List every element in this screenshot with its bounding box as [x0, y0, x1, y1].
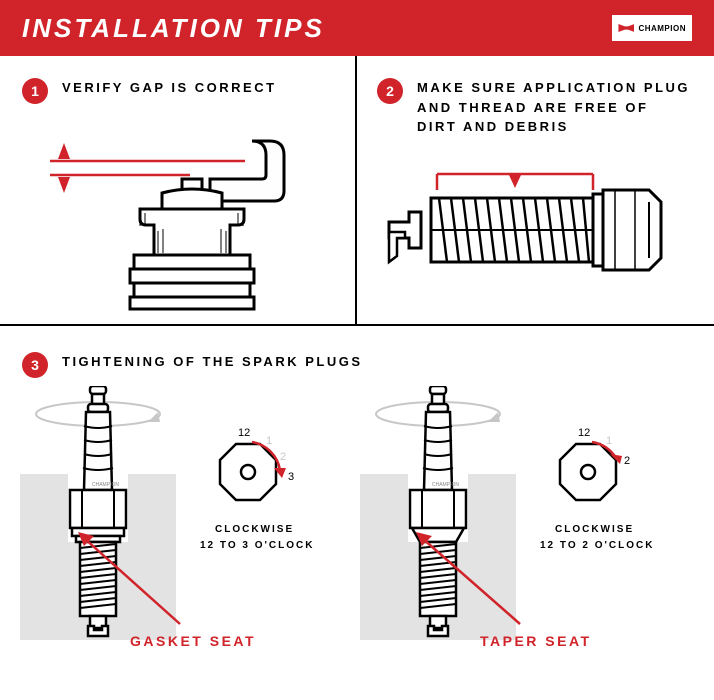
step3-circle: 3 — [22, 352, 48, 378]
clock-a-line1: CLOCKWISE — [215, 524, 294, 535]
svg-text:12: 12 — [238, 427, 250, 439]
header-title: INSTALLATION TIPS — [22, 13, 325, 44]
thread-diagram — [387, 156, 687, 306]
svg-text:1: 1 — [266, 435, 272, 447]
step2-text: MAKE SURE APPLICATION PLUG AND THREAD AR… — [417, 78, 694, 137]
clock-b-line1: CLOCKWISE — [555, 524, 634, 535]
svg-text:2: 2 — [280, 451, 286, 463]
svg-text:1: 1 — [606, 435, 612, 447]
header-bar: INSTALLATION TIPS CHAMPION — [0, 0, 714, 56]
svg-text:3: 3 — [288, 471, 294, 483]
panel-step-1: 1 VERIFY GAP IS CORRECT — [0, 56, 357, 324]
brand-bowtie-icon — [618, 24, 634, 32]
step2-circle: 2 — [377, 78, 403, 104]
panel-step-2: 2 MAKE SURE APPLICATION PLUG AND THREAD … — [357, 56, 714, 324]
svg-text:12: 12 — [578, 427, 590, 439]
top-row: 1 VERIFY GAP IS CORRECT — [0, 56, 714, 326]
gasket-seat-label: GASKET SEAT — [130, 633, 256, 649]
svg-text:CHAMPION: CHAMPION — [432, 482, 459, 488]
step1-head: 1 VERIFY GAP IS CORRECT — [22, 78, 333, 104]
gasket-seat-plug: CHAMPION GASKET SEAT — [20, 386, 350, 686]
gap-diagram — [30, 131, 330, 311]
step3-text: TIGHTENING OF THE SPARK PLUGS — [62, 352, 363, 372]
step3-head: 3 TIGHTENING OF THE SPARK PLUGS — [22, 352, 692, 378]
clock-b-line2: 12 TO 2 O'CLOCK — [540, 540, 654, 551]
svg-text:CHAMPION: CHAMPION — [92, 482, 119, 488]
step1-text: VERIFY GAP IS CORRECT — [62, 78, 277, 98]
clock-a-line2: 12 TO 3 O'CLOCK — [200, 540, 314, 551]
clock-gasket: 12 1 2 3 — [220, 427, 294, 500]
svg-text:2: 2 — [624, 455, 630, 467]
panel-step-3: 3 TIGHTENING OF THE SPARK PLUGS CHAMPION — [0, 326, 714, 696]
brand-text: CHAMPION — [638, 24, 686, 33]
clock-taper: 12 1 2 — [560, 427, 630, 500]
step1-circle: 1 — [22, 78, 48, 104]
taper-seat-plug: CHAMPION TAPER SEAT — [360, 386, 690, 686]
brand-badge: CHAMPION — [612, 15, 692, 41]
step2-head: 2 MAKE SURE APPLICATION PLUG AND THREAD … — [377, 78, 694, 137]
taper-seat-label: TAPER SEAT — [480, 633, 592, 649]
